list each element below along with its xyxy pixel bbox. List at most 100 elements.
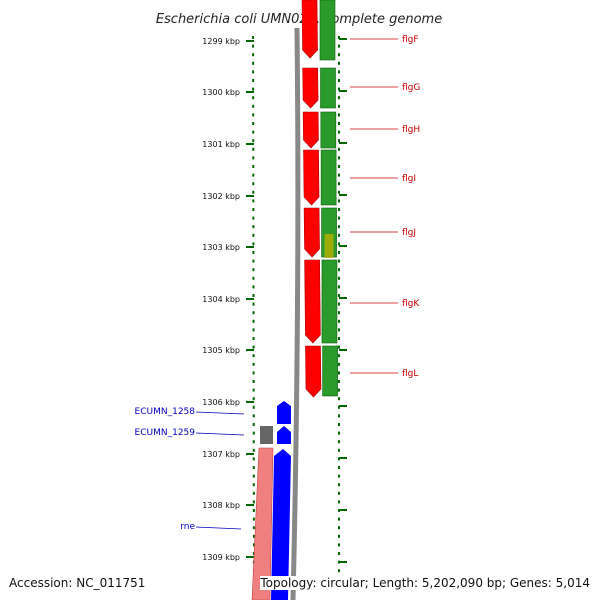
ruler-dot [338, 216, 340, 220]
genome-title: Escherichia coli UMN026, complete genome [156, 12, 442, 27]
kbp-tick [246, 298, 254, 300]
gene-labels: flgF flgG flgH flgI flgJ flgK flgL ECUMN_1258 EC… [135, 35, 421, 532]
kbp-tick [339, 405, 347, 407]
ruler-dot [338, 87, 340, 91]
ruler-dot [338, 371, 340, 375]
gene-label-flgJ: flgJ [402, 228, 416, 238]
ruler-dot [338, 491, 340, 495]
ruler-dot [252, 371, 255, 375]
ruler-dot [338, 362, 340, 366]
ruler-dot [252, 397, 255, 401]
ruler-dot [252, 199, 255, 203]
kbp-ruler-right [338, 36, 347, 590]
kbp-label: 1307 kbp [202, 450, 240, 459]
ruler-dot [252, 104, 255, 108]
ruler-dot [252, 139, 255, 143]
ruler-dot [338, 569, 340, 573]
kbp-tick [339, 90, 347, 92]
ruler-dot [252, 233, 255, 237]
cds-block [319, 0, 336, 61]
ruler-dot [252, 543, 255, 547]
kbp-tick [246, 401, 254, 403]
ruler-dot [252, 96, 255, 100]
gene-label-flgG: flgG [402, 83, 420, 93]
ruler-dot [252, 208, 255, 211]
ruler-dot [338, 552, 340, 555]
ruler-dot [252, 423, 255, 426]
ruler-dot [338, 380, 340, 383]
ruler-dot [338, 534, 340, 538]
ruler-dot [338, 337, 340, 340]
ruler-dot [338, 251, 340, 254]
forward-cds-arrow [301, 0, 318, 59]
ruler-dot [338, 259, 340, 263]
gene-label-line [195, 526, 242, 530]
kbp-label: 1303 kbp [202, 243, 240, 252]
ruler-dot [338, 44, 340, 48]
gene-label-rne: rne [180, 522, 195, 532]
rne-feature [251, 447, 274, 600]
ruler-dot [252, 130, 255, 134]
ruler-dot [338, 53, 340, 57]
ruler-dot [338, 319, 340, 323]
ruler-dot [252, 61, 255, 65]
ruler-dot [338, 517, 340, 521]
ruler-dot [338, 122, 340, 125]
ruler-dot [338, 431, 340, 435]
ruler-dot [252, 53, 255, 57]
ruler-dot [252, 483, 255, 487]
ruler-dot [338, 104, 340, 108]
ruler-dot [252, 156, 255, 160]
ruler-dot [252, 431, 255, 435]
reverse-cds-arrow [271, 449, 291, 600]
ruler-dot [338, 70, 340, 74]
gene-label-flgF: flgF [402, 35, 419, 45]
cds-block [321, 259, 338, 344]
kbp-tick [339, 509, 347, 511]
gene-features [251, 0, 338, 600]
ruler-dot [338, 440, 340, 444]
ruler-dot [252, 113, 255, 117]
forward-cds-arrow [303, 207, 320, 258]
ruler-dot [338, 268, 340, 272]
kbp-tick [339, 142, 347, 144]
ruler-dot [338, 199, 340, 203]
ruler-dot [252, 225, 255, 229]
ruler-dot [338, 182, 340, 186]
kbp-tick [246, 143, 254, 145]
ruler-dot [252, 500, 255, 504]
ruler-dot [252, 388, 255, 392]
kbp-label: 1304 kbp [202, 295, 240, 304]
ruler-dot [338, 96, 340, 100]
cds-block [320, 149, 337, 206]
unknown-feature [260, 426, 273, 444]
forward-cds-arrow [303, 149, 320, 206]
kbp-tick [246, 556, 254, 558]
ruler-dot [252, 526, 255, 530]
ruler-dot [252, 302, 255, 306]
kbp-tick [246, 91, 254, 93]
ruler-dot [252, 165, 255, 168]
ruler-dot [252, 457, 255, 461]
reverse-cds-arrow [277, 401, 291, 424]
kbp-tick [246, 40, 254, 42]
topology-text: Topology: circular; Length: 5,202,090 bp… [260, 576, 590, 590]
ruler-dot [338, 79, 340, 82]
ruler-dot [338, 526, 340, 530]
ruler-dot [252, 79, 255, 82]
kbp-tick [246, 349, 254, 351]
cds-block [320, 111, 337, 149]
kbp-tick [246, 195, 254, 197]
kbp-label: 1299 kbp [202, 37, 240, 46]
ruler-dot [252, 70, 255, 74]
gene-label-flgL: flgL [402, 369, 418, 379]
ruler-dot [252, 276, 255, 280]
ruler-dot [338, 294, 340, 297]
gene-label-line [195, 411, 245, 415]
ruler-dot [338, 276, 340, 280]
ruler-dot [338, 147, 340, 151]
ruler-dot [252, 337, 255, 340]
ruler-dot [252, 294, 255, 297]
kbp-tick [339, 457, 347, 459]
gene-label-flgI: flgI [402, 174, 416, 184]
